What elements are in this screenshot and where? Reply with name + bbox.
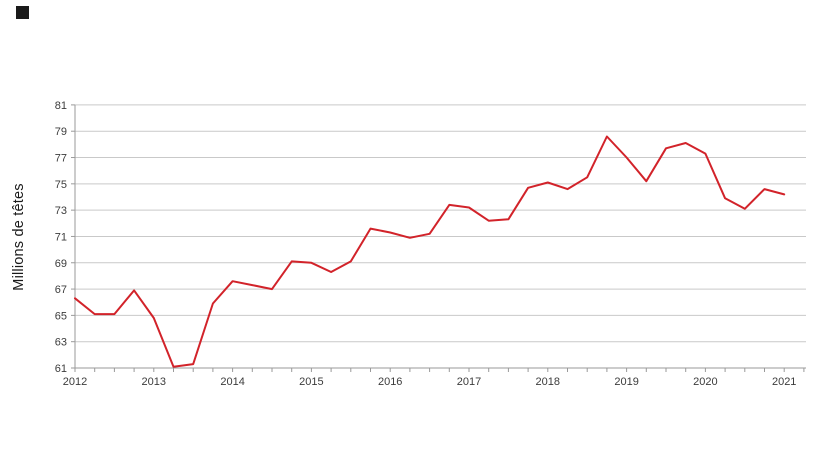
x-tick-label: 2016 [378, 376, 402, 388]
x-tick-label: 2014 [220, 376, 244, 388]
y-tick-label: 63 [55, 337, 67, 349]
y-tick-label: 73 [55, 205, 67, 217]
y-tick-label: 71 [55, 231, 67, 243]
x-tick-label: 2015 [299, 376, 323, 388]
x-tick-label: 2012 [63, 376, 87, 388]
x-tick-label: 2019 [614, 376, 638, 388]
x-tick-label: 2021 [772, 376, 796, 388]
y-tick-label: 79 [55, 126, 67, 138]
y-tick-label: 65 [55, 310, 67, 322]
decorative-square [16, 6, 29, 19]
y-tick-label: 77 [55, 153, 67, 165]
y-tick-label: 75 [55, 179, 67, 191]
x-tick-label: 2017 [457, 376, 481, 388]
y-tick-label: 61 [55, 363, 67, 375]
y-tick-label: 81 [55, 100, 67, 112]
y-axis-label: Millions de têtes [11, 183, 27, 291]
x-tick-label: 2013 [142, 376, 166, 388]
x-tick-label: 2018 [536, 376, 560, 388]
x-tick-label: 2020 [693, 376, 717, 388]
y-tick-label: 67 [55, 284, 67, 296]
data-line-series [74, 135, 786, 368]
y-tick-label: 69 [55, 258, 67, 270]
